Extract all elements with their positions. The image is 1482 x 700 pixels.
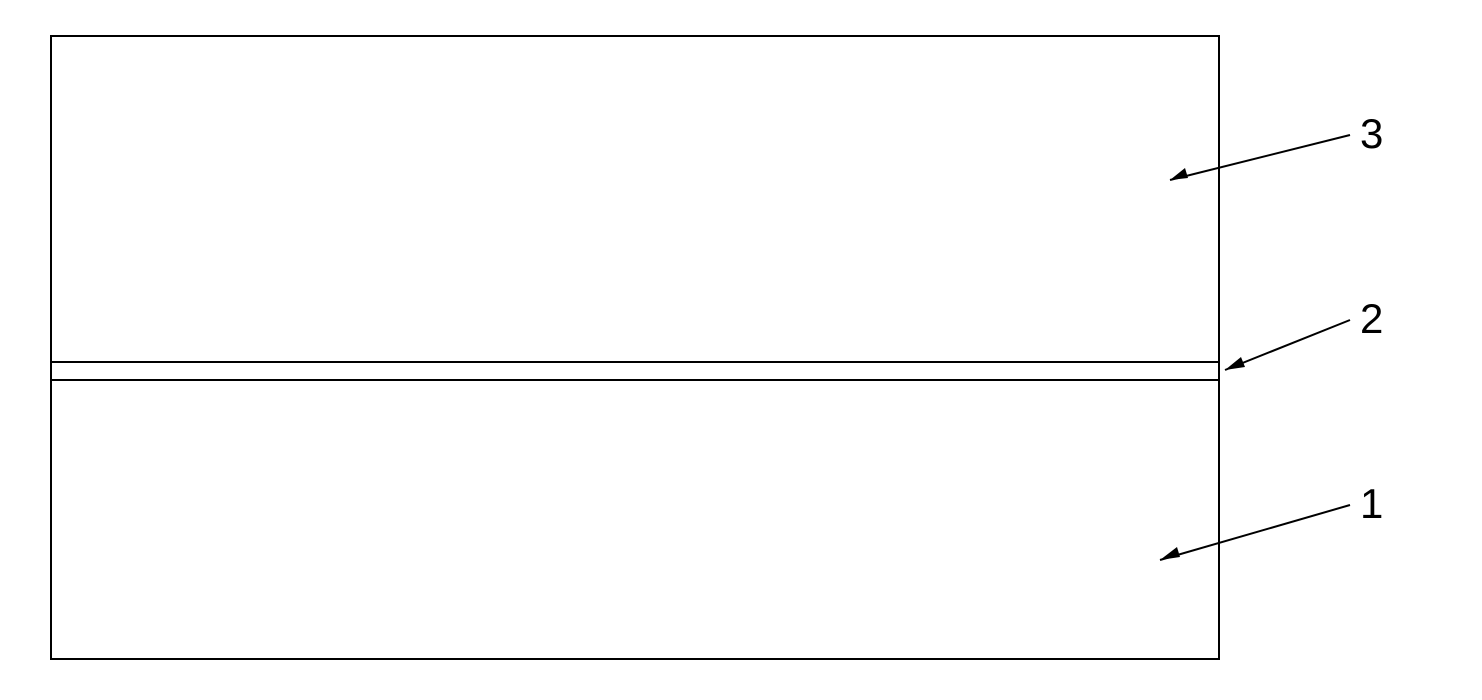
arrow-to-layer-3 <box>1155 130 1355 190</box>
label-1: 1 <box>1360 480 1383 528</box>
layer-3 <box>50 35 1220 363</box>
layer-diagram <box>50 35 1220 660</box>
label-2: 2 <box>1360 295 1383 343</box>
arrow-to-layer-2 <box>1215 315 1355 375</box>
layer-1 <box>50 379 1220 660</box>
arrow-to-layer-1 <box>1145 500 1355 570</box>
layer-2 <box>50 361 1220 381</box>
label-3: 3 <box>1360 110 1383 158</box>
